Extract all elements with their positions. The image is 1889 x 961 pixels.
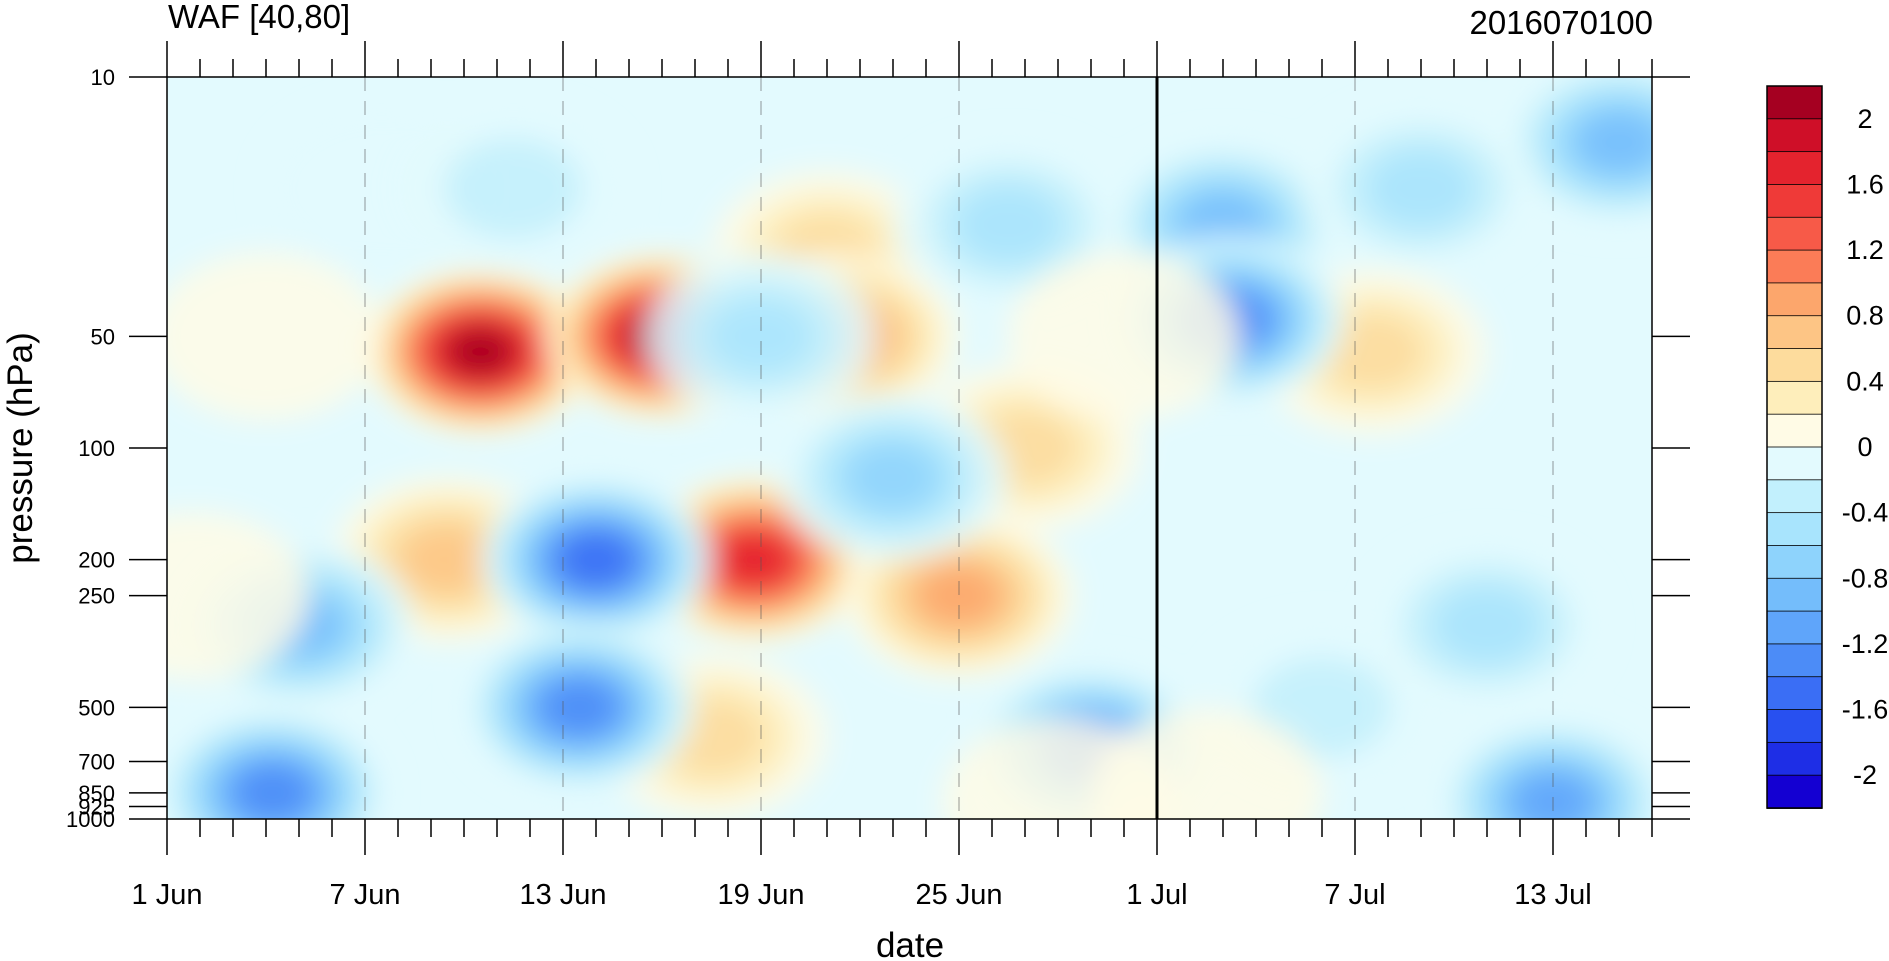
contour-band xyxy=(1008,252,1240,421)
x-tick-label: 19 Jun xyxy=(717,879,804,911)
y-tick-label: 250 xyxy=(78,584,115,609)
chart-title: WAF [40,80] xyxy=(168,0,350,35)
colorbar-label: 0.4 xyxy=(1846,366,1884,396)
colorbar-swatch xyxy=(1766,741,1823,777)
y-tick-label: 925 xyxy=(78,794,115,819)
colorbar-swatch xyxy=(1766,413,1823,448)
colorbar-swatch xyxy=(1766,282,1823,317)
contour-band xyxy=(706,297,816,376)
y-tick-label: 1000 xyxy=(66,807,115,832)
contour-band xyxy=(1317,312,1426,391)
contour-band xyxy=(543,680,616,734)
y-axis-label: pressure (hPa) xyxy=(1,332,40,563)
colorbar-swatch xyxy=(1766,709,1823,744)
contour-band xyxy=(954,185,1063,264)
colorbar-frame xyxy=(1766,85,1823,809)
contour-band xyxy=(1514,774,1592,819)
contour-band xyxy=(167,252,382,421)
contour-band xyxy=(1432,585,1542,665)
contour-field xyxy=(167,77,1652,819)
colorbar-label: -0.4 xyxy=(1842,498,1889,528)
colorbar-label: 1.2 xyxy=(1846,235,1884,265)
y-tick-label: 700 xyxy=(78,750,115,775)
y-tick-label: 10 xyxy=(91,65,115,90)
colorbar-swatch xyxy=(1766,479,1823,514)
x-tick-label: 1 Jul xyxy=(1126,879,1187,911)
plot-area xyxy=(167,77,1652,819)
colorbar-swatch xyxy=(1766,85,1823,120)
colorbar-swatch xyxy=(1766,446,1823,481)
colorbar-label: -1.6 xyxy=(1842,695,1889,725)
contour-band xyxy=(720,535,788,584)
contour-band xyxy=(401,526,494,594)
colorbar-label: 1.6 xyxy=(1846,169,1884,199)
colorbar-label: 2 xyxy=(1857,104,1872,134)
colorbar-label: -2 xyxy=(1853,760,1877,790)
colorbar-swatch xyxy=(1766,774,1823,809)
y-tick-label: 500 xyxy=(78,695,115,720)
colorbar-swatch xyxy=(1766,545,1823,580)
contour-band xyxy=(1577,112,1652,173)
contour-band xyxy=(561,534,631,585)
contour-band xyxy=(1090,708,1323,819)
contour-band xyxy=(167,511,310,680)
colorbar-swatch xyxy=(1766,643,1823,678)
colorbar: 2 1.6 1.2 0.8 0.4 0 -0.4 -0.8 -1.2 -1.6 -2 xyxy=(1766,85,1889,809)
colorbar-label: 0.8 xyxy=(1846,301,1884,331)
y-tick-label: 200 xyxy=(78,548,115,573)
colorbar-swatch xyxy=(1766,610,1823,645)
colorbar-swatch xyxy=(1766,118,1823,153)
x-tick-label: 1 Jun xyxy=(132,879,203,911)
colorbar-label: 0 xyxy=(1857,432,1872,462)
colorbar-swatch xyxy=(1766,348,1823,383)
colorbar-swatch xyxy=(1766,512,1823,547)
x-axis-label: date xyxy=(876,926,944,961)
contour-band xyxy=(917,565,1001,626)
x-tick-label: 13 Jun xyxy=(519,879,606,911)
y-tick-label: 100 xyxy=(78,436,115,461)
colorbar-swatch xyxy=(1766,249,1823,284)
colorbar-swatch xyxy=(1766,676,1823,711)
y-tick-label: 850 xyxy=(78,781,115,806)
x-tick-label: 7 Jun xyxy=(330,879,401,911)
contour-band xyxy=(448,328,513,375)
y-tick-label: 50 xyxy=(91,324,115,349)
x-tick-label: 13 Jul xyxy=(1514,879,1591,911)
contour-band xyxy=(236,766,310,819)
x-tick-label: 7 Jul xyxy=(1324,879,1385,911)
colorbar-label: -1.2 xyxy=(1842,629,1889,659)
x-axis: 1 Jun 7 Jun 13 Jun 19 Jun 25 Jun 1 Jul 7 Jul 13… xyxy=(132,41,1653,911)
contour-band xyxy=(443,138,584,240)
colorbar-label: -0.8 xyxy=(1842,563,1889,593)
chart-date-stamp: 2016070100 xyxy=(1469,4,1653,41)
x-tick-label: 25 Jun xyxy=(915,879,1002,911)
colorbar-swatch xyxy=(1766,380,1823,416)
colorbar-swatch xyxy=(1766,216,1823,251)
contour-band xyxy=(1366,149,1476,228)
colorbar-swatch xyxy=(1766,577,1823,612)
colorbar-swatch xyxy=(1766,151,1823,186)
colorbar-swatch xyxy=(1766,184,1823,219)
contour-band xyxy=(846,443,940,511)
colorbar-swatch xyxy=(1766,315,1823,350)
